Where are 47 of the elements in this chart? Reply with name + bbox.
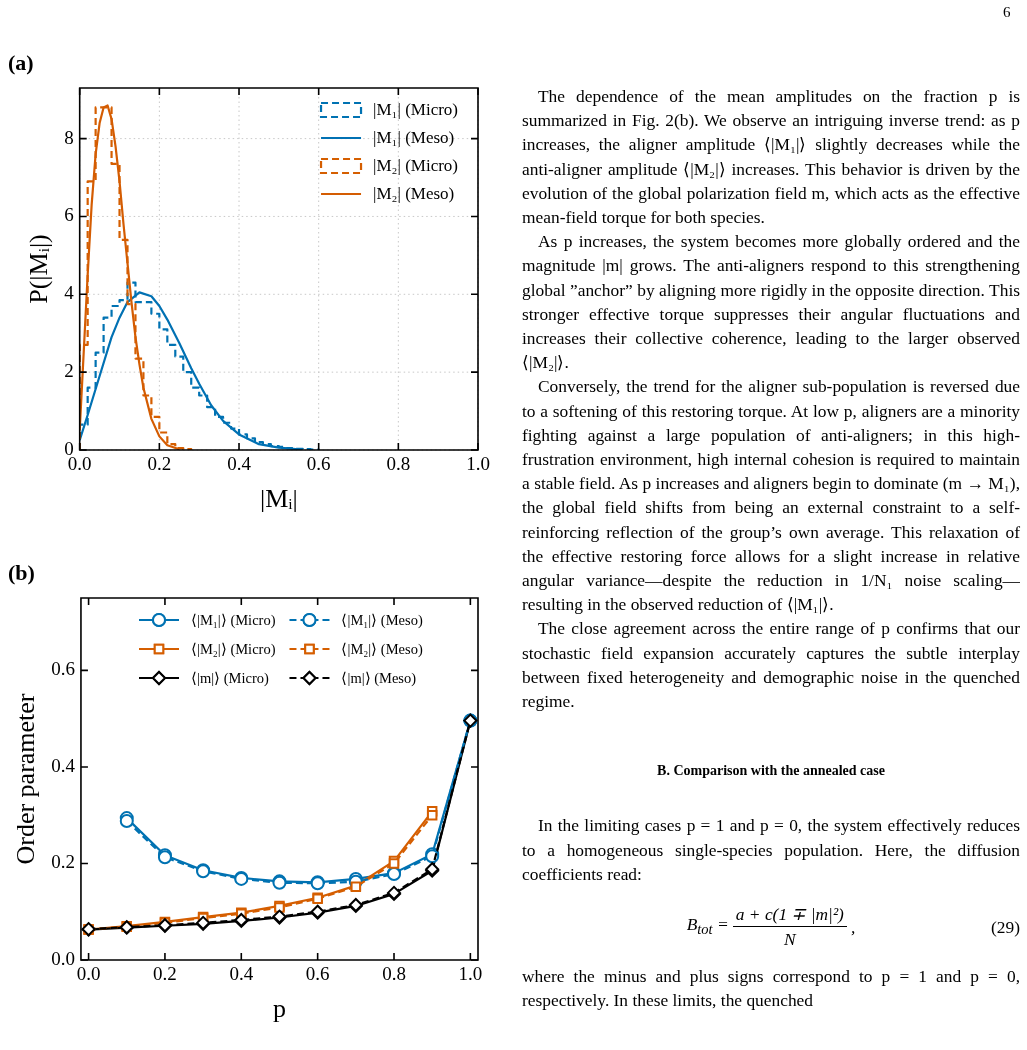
text: N xyxy=(784,928,796,952)
y-tick-label: 0.2 xyxy=(51,851,75,873)
x-tick-label: 1.0 xyxy=(466,453,490,475)
text: , xyxy=(850,915,856,939)
x-tick-label: 0.6 xyxy=(306,453,331,475)
x-tick-label: 0.4 xyxy=(227,453,252,475)
y-tick-label: 0.4 xyxy=(51,754,76,776)
x-tick-label: 1.0 xyxy=(458,963,483,985)
x-tick-label: 0.2 xyxy=(147,453,172,475)
text: In the limiting cases p = 1 and p = 0, the system effectively reduces to a homogeneous single-species population. Here, the diffusion coefficients read: xyxy=(522,814,1020,886)
text: where the minus and plus signs correspond to p = 1 and p = 0, respectively. In these limits, the quenched xyxy=(522,964,1020,1012)
legend-label: ⟨|M₂|⟩ (Micro) xyxy=(191,640,276,658)
legend-label: |M₂| (Micro) xyxy=(373,156,458,176)
text: (29) xyxy=(991,915,1020,939)
legend-label: |M₁| (Meso) xyxy=(373,128,455,148)
y-tick-label: 6 xyxy=(64,204,74,226)
y-tick-label: 8 xyxy=(64,126,74,148)
x-tick-label: 0.8 xyxy=(386,453,411,475)
y-tick-label: 4 xyxy=(64,282,75,304)
x-axis-title: |Mᵢ| xyxy=(259,484,298,514)
legend-label: ⟨|m|⟩ (Micro) xyxy=(191,669,269,687)
legend-label: |M₂| (Meso) xyxy=(373,184,455,204)
x-tick-label: 0.8 xyxy=(382,963,406,985)
text: B$_{tot}$ = xyxy=(686,912,729,940)
legend-label: ⟨|M₂|⟩ (Meso) xyxy=(341,640,423,658)
x-axis-title: p xyxy=(272,994,286,1024)
y-axis-title: P(|Mᵢ|) xyxy=(24,234,54,304)
x-tick-label: 0.4 xyxy=(229,963,254,985)
text: a + c(1 ∓ |m|²) xyxy=(732,902,847,928)
legend-label: |M₁| (Micro) xyxy=(373,100,458,120)
legend-label: ⟨|M₁|⟩ (Meso) xyxy=(341,611,423,629)
legend-label: ⟨|m|⟩ (Meso) xyxy=(341,669,417,687)
text: The dependence of the mean amplitudes on the fraction p is summarized in Fig. 2(b). We observe an intriguing inverse trend: as p increases, the aligner amplitude ⟨|M₁|⟩ slightly decreases while the anti-aligner amplitude ⟨|M₂|⟩ increases. This behavior is driven by the evolution of the global polarization field m, which acts as the effective mean-field torque for both species. xyxy=(522,85,1020,229)
text: The close agreement across the entire range of p confirms that our stochastic field expansion accurately captures the subtle interplay between fixed heterogeneity and demographic noise in the quenched regime. xyxy=(522,617,1020,714)
y-tick-label: 0.0 xyxy=(51,947,75,969)
legend-label: ⟨|M₁|⟩ (Micro) xyxy=(191,611,276,629)
text: Conversely, the trend for the aligner sub-population is reversed due to a softening of this restoring torque. At low p, aligners are a minority fighting against a large population of anti-aligners; in this high-frustration environment, high internal cohesion is required to maintain a stable field. As p increases and aligners begin to dominate (m → M₁), the global field shifts from being an external constraint to a self-reinforcing reflection of the group’s own average. This relaxation of the effective restoring force allows for a slight increase in relative angular variance—despite the reduction in 1/N₁ noise scaling—resulting in the observed reduction of ⟨|M₁|⟩. xyxy=(522,376,1020,615)
text: As p increases, the system becomes more globally ordered and the magnitude |m| grows. The anti-aligners respond to this strengthening global ”anchor” by aligning more rigidly in the opposite direction. This stronger effective torque suppresses their angular fluctuations and increases their collective coherence, leading to the larger observed ⟨|M₂|⟩. xyxy=(522,230,1020,375)
y-axis-title: Order parameter xyxy=(11,693,41,865)
y-tick-label: 2 xyxy=(64,360,74,382)
x-tick-label: 0.6 xyxy=(305,963,330,985)
y-tick-label: 0.6 xyxy=(51,658,75,680)
x-tick-label: 0.2 xyxy=(153,963,177,985)
chart-title: (a) xyxy=(8,50,34,76)
chart-title: (b) xyxy=(8,560,35,586)
text: B. Comparison with the annealed case xyxy=(656,762,886,781)
text: 6 xyxy=(1003,4,1012,21)
